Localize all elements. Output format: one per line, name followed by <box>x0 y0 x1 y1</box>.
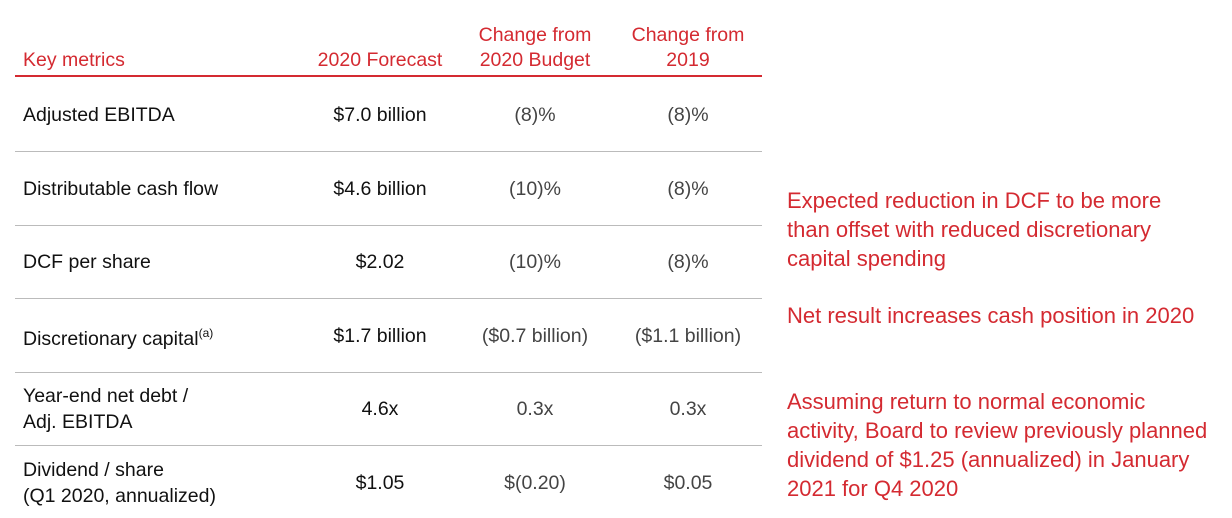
cell: (8)% <box>514 104 556 126</box>
text-line: (Q1 2020, annualized) <box>23 485 216 507</box>
row-rule <box>15 445 762 447</box>
cell: (8)% <box>667 104 709 126</box>
text-line: 2020 Budget <box>479 49 591 71</box>
cell: 4.6x <box>361 398 399 421</box>
text-line: Discretionary capital <box>23 327 199 350</box>
cell: (10)% <box>508 251 562 274</box>
header-cell: Change from 2020 Budget <box>479 23 592 73</box>
text-line: 2019 <box>666 49 710 71</box>
cell: $1.05 <box>355 472 405 494</box>
header-cell: 2020 Forecast <box>318 48 443 73</box>
note: Expected reduction in DCF to be more tha… <box>787 188 1162 271</box>
cell: $1.7 billion <box>333 324 427 347</box>
text-line: Adj. EBITDA <box>23 411 133 434</box>
row-label: Discretionary capital(a) <box>23 320 213 352</box>
row-label: Year-end net debt / Adj. EBITDA <box>23 383 188 435</box>
cell: 0.3x <box>516 398 554 421</box>
cell: (8)% <box>667 251 709 274</box>
text-line: Distributable cash flow <box>23 177 219 200</box>
row-label: DCF per share <box>23 249 151 275</box>
text-line: Key metrics <box>23 48 125 71</box>
row-label: Dividend / share (Q1 2020, annualized) <box>23 457 216 509</box>
cell: $7.0 billion <box>333 104 427 126</box>
cell: (10)% <box>508 177 562 200</box>
note: Net result increases cash position in 20… <box>787 303 1195 328</box>
header-cell: Key metrics <box>23 48 125 73</box>
text-line: 2020 Forecast <box>317 49 443 71</box>
text-line: Year-end net debt / <box>23 385 189 408</box>
cell: (8)% <box>667 177 709 200</box>
cell: ($1.1 billion) <box>634 324 742 347</box>
cell: $4.6 billion <box>333 177 427 200</box>
cell: 0.3x <box>669 398 707 421</box>
cell: $(0.20) <box>504 472 566 494</box>
row-rule <box>15 151 762 152</box>
row-rule <box>15 298 762 300</box>
text-line: DCF per share <box>23 251 151 274</box>
row-rule <box>15 371 762 373</box>
cell: $0.05 <box>663 472 713 494</box>
cell: ($0.7 billion) <box>481 324 589 347</box>
text-line: Dividend / share <box>23 459 164 481</box>
text-line: Adjusted EBITDA <box>23 104 175 126</box>
superscript: (a) <box>198 325 214 340</box>
header-rule <box>15 75 762 77</box>
text-line: Change from <box>631 24 745 46</box>
text-line: Change from <box>478 24 592 46</box>
row-label: Adjusted EBITDA <box>23 102 175 128</box>
cell: $2.02 <box>355 251 405 274</box>
row-label: Distributable cash flow <box>23 176 218 202</box>
row-rule <box>15 224 762 226</box>
header-cell: Change from 2019 <box>632 23 745 73</box>
note: Assuming return to normal economic activ… <box>787 389 1208 501</box>
